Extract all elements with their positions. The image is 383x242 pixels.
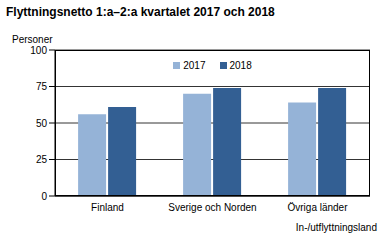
- html-text:2017: 2017: [183, 60, 206, 71]
- svg-text:100: 100: [30, 45, 47, 56]
- html-text:In-/utflyttningsland: In-/utflyttningsland: [295, 222, 377, 233]
- svg-text:Sverige och Norden: Sverige och Norden: [168, 202, 256, 213]
- svg-text:0: 0: [41, 191, 47, 202]
- html-text:Flyttningsnetto 1:a–2:a kvarta: Flyttningsnetto 1:a–2:a kvartalet 2017 o…: [6, 5, 275, 19]
- html-text:2018: 2018: [229, 60, 252, 71]
- svg-text:25: 25: [36, 154, 48, 165]
- html-text:Personer: Personer: [12, 34, 53, 45]
- svg-text:75: 75: [36, 81, 48, 92]
- svg-text:Övriga länder: Övriga länder: [287, 202, 348, 213]
- svg-text:Finland: Finland: [91, 202, 124, 213]
- svg-text:50: 50: [36, 118, 48, 129]
